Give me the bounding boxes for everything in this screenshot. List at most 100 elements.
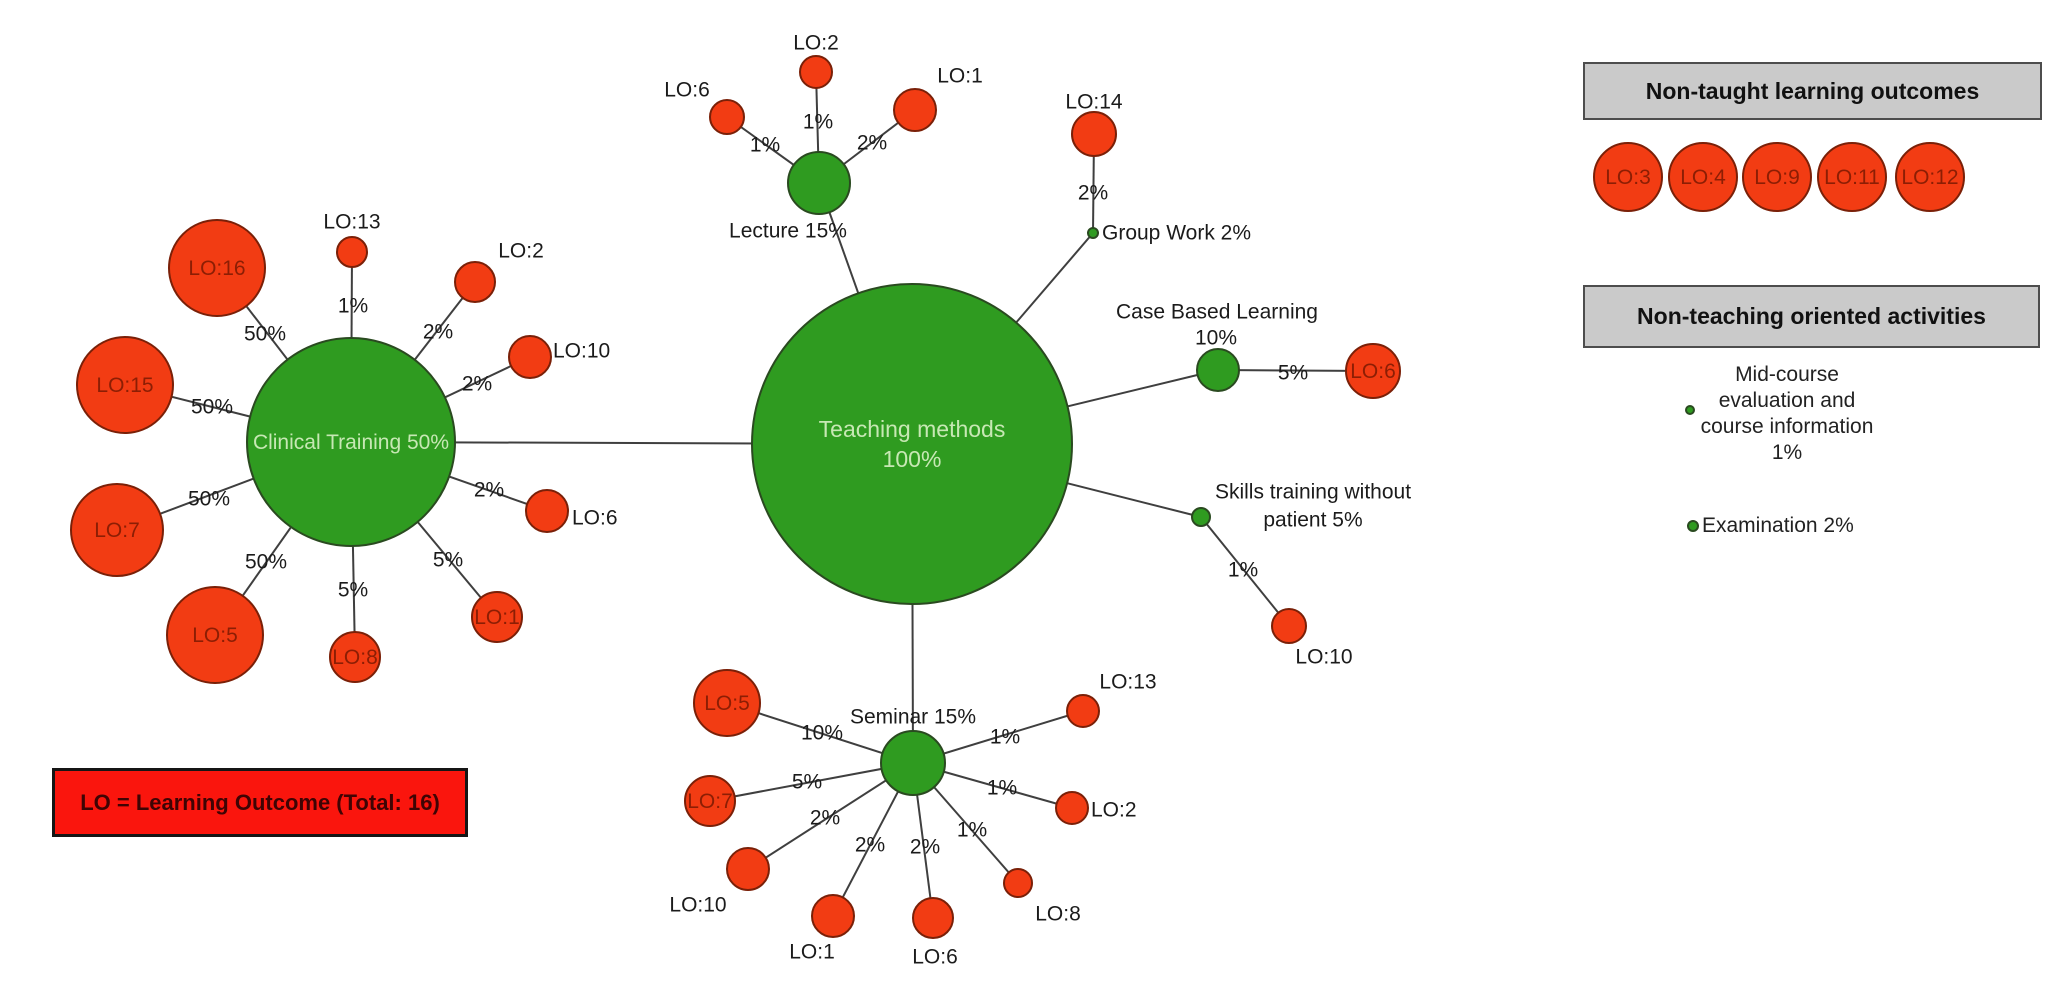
- node-s10: [1271, 608, 1307, 644]
- diagram-label-26: 5%: [1278, 362, 1308, 385]
- node-l2: [799, 55, 833, 89]
- node-b6: [1345, 343, 1401, 399]
- diagram-label-17: LO:1: [937, 65, 983, 88]
- node-p11: [1817, 142, 1887, 212]
- edge-skills-s10: [1200, 516, 1290, 627]
- node-p4: [1668, 142, 1738, 212]
- diagram-label-9: 2%: [474, 479, 504, 502]
- midcourse-line-4: 1%: [1771, 441, 1803, 464]
- node-skills: [1191, 507, 1211, 527]
- diagram-label-2: LO:10: [553, 340, 610, 363]
- diagram-label-5: 1%: [338, 295, 368, 318]
- node-midcourse-dot: [1685, 405, 1695, 415]
- node-label-p4: LO:4: [1680, 166, 1726, 189]
- diagram-label-30: LO:10: [1295, 646, 1352, 669]
- node-label-p9: LO:9: [1754, 166, 1800, 189]
- diagram-label-34: 2%: [810, 807, 840, 830]
- node-c2: [454, 261, 496, 303]
- node-l1: [893, 88, 937, 132]
- node-m8: [1003, 868, 1033, 898]
- node-m13: [1066, 694, 1100, 728]
- node-label-c8: LO:8: [332, 646, 378, 669]
- node-p12: [1895, 142, 1965, 212]
- node-m2: [1055, 791, 1089, 825]
- diagram-label-15: LO:6: [664, 79, 710, 102]
- diagram-label-42: LO:10: [669, 894, 726, 917]
- diagram-label-19: 1%: [803, 111, 833, 134]
- diagram-label-41: LO:2: [1091, 799, 1137, 822]
- diagram-label-16: LO:2: [793, 32, 839, 55]
- node-c6: [525, 489, 569, 533]
- diagram-label-10: 50%: [188, 488, 230, 511]
- node-l6: [709, 99, 745, 135]
- non-taught-outcomes-header: Non-taught learning outcomes: [1583, 62, 2042, 120]
- midcourse-evaluation-label: Mid-course evaluation and course informa…: [1652, 362, 1922, 466]
- midcourse-line-1: Mid-course: [1735, 363, 1839, 386]
- diagram-label-25: 10%: [1195, 327, 1237, 350]
- node-c16: [168, 219, 266, 317]
- node-label-c5: LO:5: [192, 624, 238, 647]
- diagram-label-0: LO:13: [323, 211, 380, 234]
- node-label-b6: LO:6: [1350, 360, 1396, 383]
- diagram-label-33: 5%: [792, 771, 822, 794]
- node-c5: [166, 586, 264, 684]
- node-m10: [726, 847, 770, 891]
- node-m5: [693, 669, 761, 737]
- diagram-label-11: 50%: [245, 551, 287, 574]
- non-teaching-activities-header: Non-teaching oriented activities: [1583, 285, 2040, 348]
- diagram-label-32: 10%: [801, 722, 843, 745]
- diagram-label-13: 5%: [433, 549, 463, 572]
- node-p9: [1742, 142, 1812, 212]
- diagram-label-45: LO:8: [1035, 903, 1081, 926]
- node-m1: [811, 894, 855, 938]
- node-c15: [76, 336, 174, 434]
- node-label-m5: LO:5: [704, 692, 750, 715]
- node-examination-dot: [1687, 520, 1699, 532]
- diagram-label-3: LO:6: [572, 507, 618, 530]
- diagram-label-14: Lecture 15%: [729, 220, 847, 243]
- node-label-clinical: Clinical Training 50%: [253, 431, 449, 454]
- diagram-label-29: 1%: [1228, 559, 1258, 582]
- diagram-label-27: Skills training without: [1215, 481, 1411, 504]
- node-label-p3: LO:3: [1605, 166, 1651, 189]
- node-label-teaching: Teaching methods 100%: [819, 416, 1006, 472]
- diagram-label-37: 1%: [957, 819, 987, 842]
- diagram-label-7: 2%: [462, 373, 492, 396]
- diagram-label-44: LO:6: [912, 946, 958, 969]
- diagram-label-20: 2%: [857, 132, 887, 155]
- node-c8: [329, 631, 381, 683]
- node-seminar: [880, 730, 946, 796]
- diagram-label-23: LO:14: [1065, 91, 1123, 114]
- node-label-c7: LO:7: [94, 519, 140, 542]
- diagram-label-6: 2%: [423, 321, 453, 344]
- node-groupwork: [1087, 227, 1099, 239]
- node-c7: [70, 483, 164, 577]
- diagram-label-40: LO:13: [1099, 671, 1156, 694]
- node-c10: [508, 335, 552, 379]
- examination-label: Examination 2%: [1702, 514, 1854, 537]
- diagram-label-43: LO:1: [789, 941, 835, 964]
- node-clinical: [246, 337, 456, 547]
- node-label-m7: LO:7: [687, 790, 733, 813]
- midcourse-line-3: course information: [1700, 415, 1874, 438]
- diagram-label-31: Seminar 15%: [850, 706, 976, 729]
- node-label-p11: LO:11: [1824, 166, 1880, 189]
- diagram-label-4: 50%: [244, 323, 286, 346]
- node-teaching: [751, 283, 1073, 605]
- diagram-label-28: patient 5%: [1263, 509, 1362, 532]
- diagram-label-24: Case Based Learning: [1116, 301, 1318, 324]
- midcourse-line-2: evaluation and: [1718, 389, 1856, 412]
- diagram-label-1: LO:2: [498, 240, 544, 263]
- node-label-c15: LO:15: [96, 374, 153, 397]
- legend-box: LO = Learning Outcome (Total: 16): [52, 768, 468, 837]
- diagram-label-35: 2%: [855, 834, 885, 857]
- diagram-label-8: 50%: [191, 396, 233, 419]
- node-m6: [912, 897, 954, 939]
- diagram-label-36: 2%: [910, 836, 940, 859]
- diagram-label-39: 1%: [990, 726, 1020, 749]
- diagram-label-18: 1%: [750, 134, 780, 157]
- node-label-c1: LO:1: [474, 606, 520, 629]
- node-c13: [336, 236, 368, 268]
